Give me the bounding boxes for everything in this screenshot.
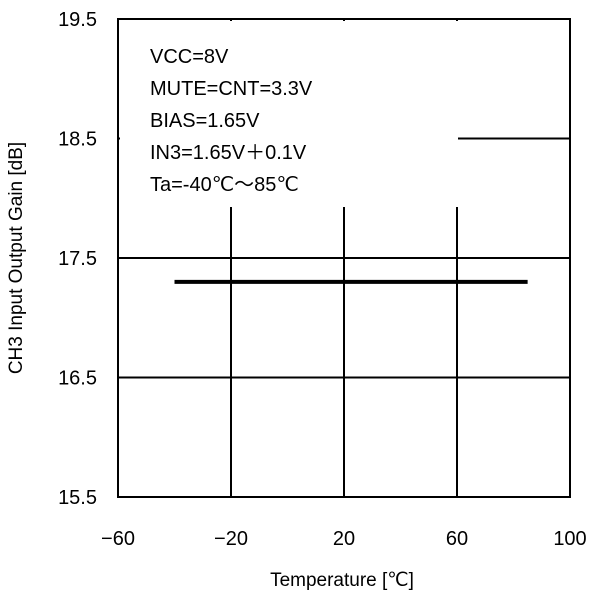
- annotation-background: [120, 21, 458, 207]
- x-tick-label: −20: [214, 528, 248, 550]
- x-tick-label: 20: [333, 528, 355, 550]
- annotation-line: IN3=1.65V＋0.1V: [150, 142, 307, 164]
- y-tick-label: 16.5: [58, 368, 97, 390]
- x-tick-label: −60: [101, 528, 135, 550]
- annotation-line: BIAS=1.65V: [150, 110, 260, 132]
- tick-labels: −60 −20 20 60 100 15.5 16.5 17.5 18.5 19.5: [58, 9, 587, 550]
- x-axis-title: Temperature [℃]: [270, 570, 414, 591]
- annotation-box: VCC=8V MUTE=CNT=3.3V BIAS=1.65V IN3=1.65V＋0…: [120, 21, 458, 207]
- y-tick-label: 18.5: [58, 129, 97, 151]
- y-tick-label: 19.5: [58, 9, 97, 31]
- annotation-line: VCC=8V: [150, 46, 229, 68]
- y-tick-label: 17.5: [58, 248, 97, 270]
- annotation-line: MUTE=CNT=3.3V: [150, 78, 313, 100]
- x-tick-label: 100: [553, 528, 586, 550]
- y-axis-title: CH3 Input Output Gain [dB]: [6, 142, 27, 374]
- annotation-line: Ta=-40℃～85℃: [150, 174, 299, 196]
- y-tick-label: 15.5: [58, 487, 97, 509]
- x-tick-label: 60: [446, 528, 468, 550]
- plot-border: [117, 18, 571, 498]
- plot-frame: [117, 18, 571, 498]
